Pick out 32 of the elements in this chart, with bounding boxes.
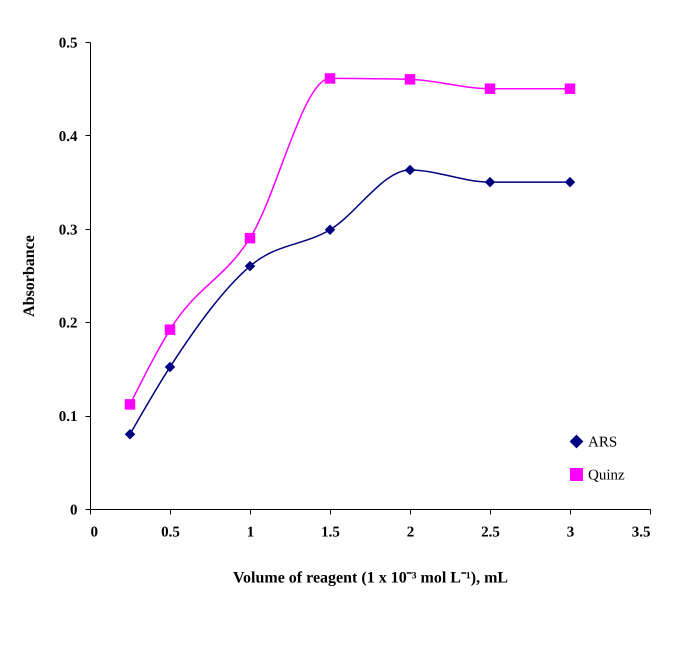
point	[244, 260, 256, 272]
x-axis-title: Volume of reagent (1 x 10⁻³ mol L⁻¹), mL	[232, 570, 508, 586]
x-tick-label: 2.5	[481, 524, 500, 540]
legend-label: Quinz	[588, 468, 625, 484]
point	[324, 73, 336, 84]
point	[124, 429, 136, 440]
y-tick-label: 0	[70, 502, 78, 518]
point	[244, 232, 256, 244]
x-tick-label: 0	[90, 524, 98, 540]
y-tick-label: 0.5	[58, 36, 78, 52]
point	[324, 224, 336, 235]
y-tick-label: 0.4	[58, 128, 78, 145]
y-tick-label: 0.3	[58, 222, 78, 238]
point	[564, 83, 576, 94]
x-tick-label: 0.5	[161, 524, 180, 540]
x-tick-label: 2	[406, 524, 414, 540]
x-tick-label: 3.5	[632, 524, 650, 540]
y-tick-label: 0.1	[58, 409, 78, 426]
point	[164, 362, 176, 372]
point	[484, 83, 496, 94]
x-tick-label: 3	[566, 524, 574, 540]
point	[484, 176, 496, 188]
x-tick-label: 1	[246, 524, 254, 540]
point	[404, 164, 416, 176]
x-tick-label: 1.5	[321, 524, 340, 540]
y-tick-label: 0.2	[58, 316, 78, 332]
point	[564, 176, 576, 188]
point	[404, 74, 416, 85]
point	[164, 324, 176, 335]
legend-label: ARS	[588, 434, 618, 450]
point	[124, 399, 136, 410]
y-axis-title: Absorbance	[20, 235, 38, 317]
